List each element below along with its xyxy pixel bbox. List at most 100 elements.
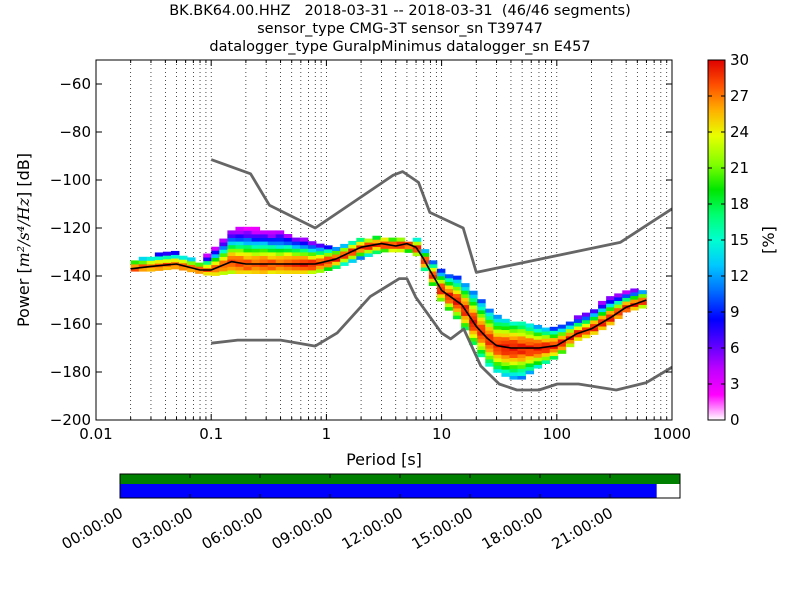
psd-cell <box>130 264 140 268</box>
plot-grid <box>130 60 668 420</box>
psd-cell <box>275 255 285 260</box>
psd-cell <box>316 243 325 248</box>
psd-cell <box>348 244 357 249</box>
psd-cell <box>340 243 349 248</box>
psd-cell <box>243 252 252 256</box>
x-tick-label: 1000 <box>653 425 691 443</box>
psd-cell <box>235 230 244 235</box>
psd-cell <box>622 293 631 298</box>
psd-cell <box>235 252 244 256</box>
psd-cell <box>541 331 551 336</box>
psd-cell <box>307 244 317 249</box>
psd-cell <box>485 333 494 338</box>
psd-cell <box>187 257 196 262</box>
psd-cell <box>453 311 462 316</box>
psd-cell <box>219 260 228 265</box>
psd-cell <box>324 248 333 253</box>
psd-cell <box>146 260 156 265</box>
psd-cell <box>219 249 228 254</box>
psd-cell <box>477 335 486 340</box>
psd-cell <box>614 307 623 312</box>
psd-cell <box>573 326 583 331</box>
psd-cell <box>444 281 454 286</box>
psd-cell <box>606 296 615 301</box>
psd-cell <box>436 279 446 284</box>
psd-cell <box>162 266 172 271</box>
y-tick-label: −60 <box>59 75 91 93</box>
psd-cell <box>154 252 164 257</box>
psd-cell <box>590 330 599 335</box>
psd-cell <box>622 290 631 295</box>
psd-cell <box>251 241 261 246</box>
psd-cell <box>638 290 647 295</box>
psd-cell <box>324 263 333 268</box>
timeline-tick-label: 12:00:00 <box>339 504 406 553</box>
psd-cell <box>420 263 430 268</box>
psd-cell <box>211 261 220 266</box>
psd-cell <box>243 259 252 264</box>
x-tick-label: 0.01 <box>79 425 112 443</box>
psd-cell <box>453 304 462 309</box>
psd-cell <box>412 252 422 257</box>
psd-cell <box>501 326 510 331</box>
psd-cell <box>517 336 526 340</box>
psd-cell <box>307 252 317 256</box>
psd-cell <box>316 261 325 266</box>
psd-cell <box>469 301 478 306</box>
psd-cell <box>525 348 535 353</box>
psd-cell <box>557 331 567 336</box>
psd-cell <box>420 252 430 257</box>
psd-cell <box>477 306 486 311</box>
psd-cell <box>316 258 325 263</box>
psd-cell <box>533 360 543 365</box>
psd-cell <box>501 344 510 349</box>
psd-cell <box>444 303 454 308</box>
psd-cell <box>235 237 244 242</box>
psd-cell <box>283 241 293 246</box>
timeline-tick-label: 21:00:00 <box>549 504 616 553</box>
psd-cell <box>573 322 583 327</box>
psd-cell <box>299 244 309 249</box>
psd-cell <box>291 259 301 264</box>
data-coverage-bar <box>120 474 680 484</box>
psd-cell <box>283 248 293 253</box>
psd-cell <box>259 234 269 238</box>
psd-cell <box>299 241 309 246</box>
psd-cell <box>130 260 140 265</box>
psd-cell <box>469 290 478 295</box>
psd-cell <box>243 237 252 242</box>
psd-cell <box>428 278 438 283</box>
colorbar-tick-label: 30 <box>730 51 749 69</box>
psd-cell <box>404 248 414 253</box>
psd-cell <box>332 254 341 259</box>
psd-cell <box>525 359 535 364</box>
psd-cell <box>243 248 252 253</box>
psd-cell <box>444 306 454 311</box>
psd-cell <box>453 300 462 305</box>
psd-cell <box>525 323 535 328</box>
psd-cell <box>533 339 543 344</box>
y-tick-label: −140 <box>50 267 91 285</box>
title-line-2: sensor_type CMG-3T sensor_sn T39747 <box>257 21 543 37</box>
psd-cell <box>509 339 518 344</box>
psd-cell <box>259 259 269 264</box>
psd-cell <box>493 350 502 355</box>
psd-cell <box>428 281 438 286</box>
psd-cell <box>485 323 494 328</box>
psd-cell <box>461 322 470 327</box>
psd-cell <box>573 315 583 320</box>
psd-cell <box>477 353 486 358</box>
psd-cell <box>469 305 478 310</box>
psd-cell <box>243 234 252 238</box>
psd-cell <box>219 256 228 261</box>
psd-cell <box>267 266 277 271</box>
psd-cell <box>614 297 623 302</box>
psd-cell <box>307 255 317 260</box>
psd-cell <box>485 326 494 331</box>
psd-cell <box>493 325 502 330</box>
psd-cell <box>340 258 349 263</box>
psd-cell <box>469 330 478 335</box>
colorbar-tick-label: 21 <box>730 159 749 177</box>
psd-cell <box>235 259 244 264</box>
psd-cell <box>251 234 261 238</box>
